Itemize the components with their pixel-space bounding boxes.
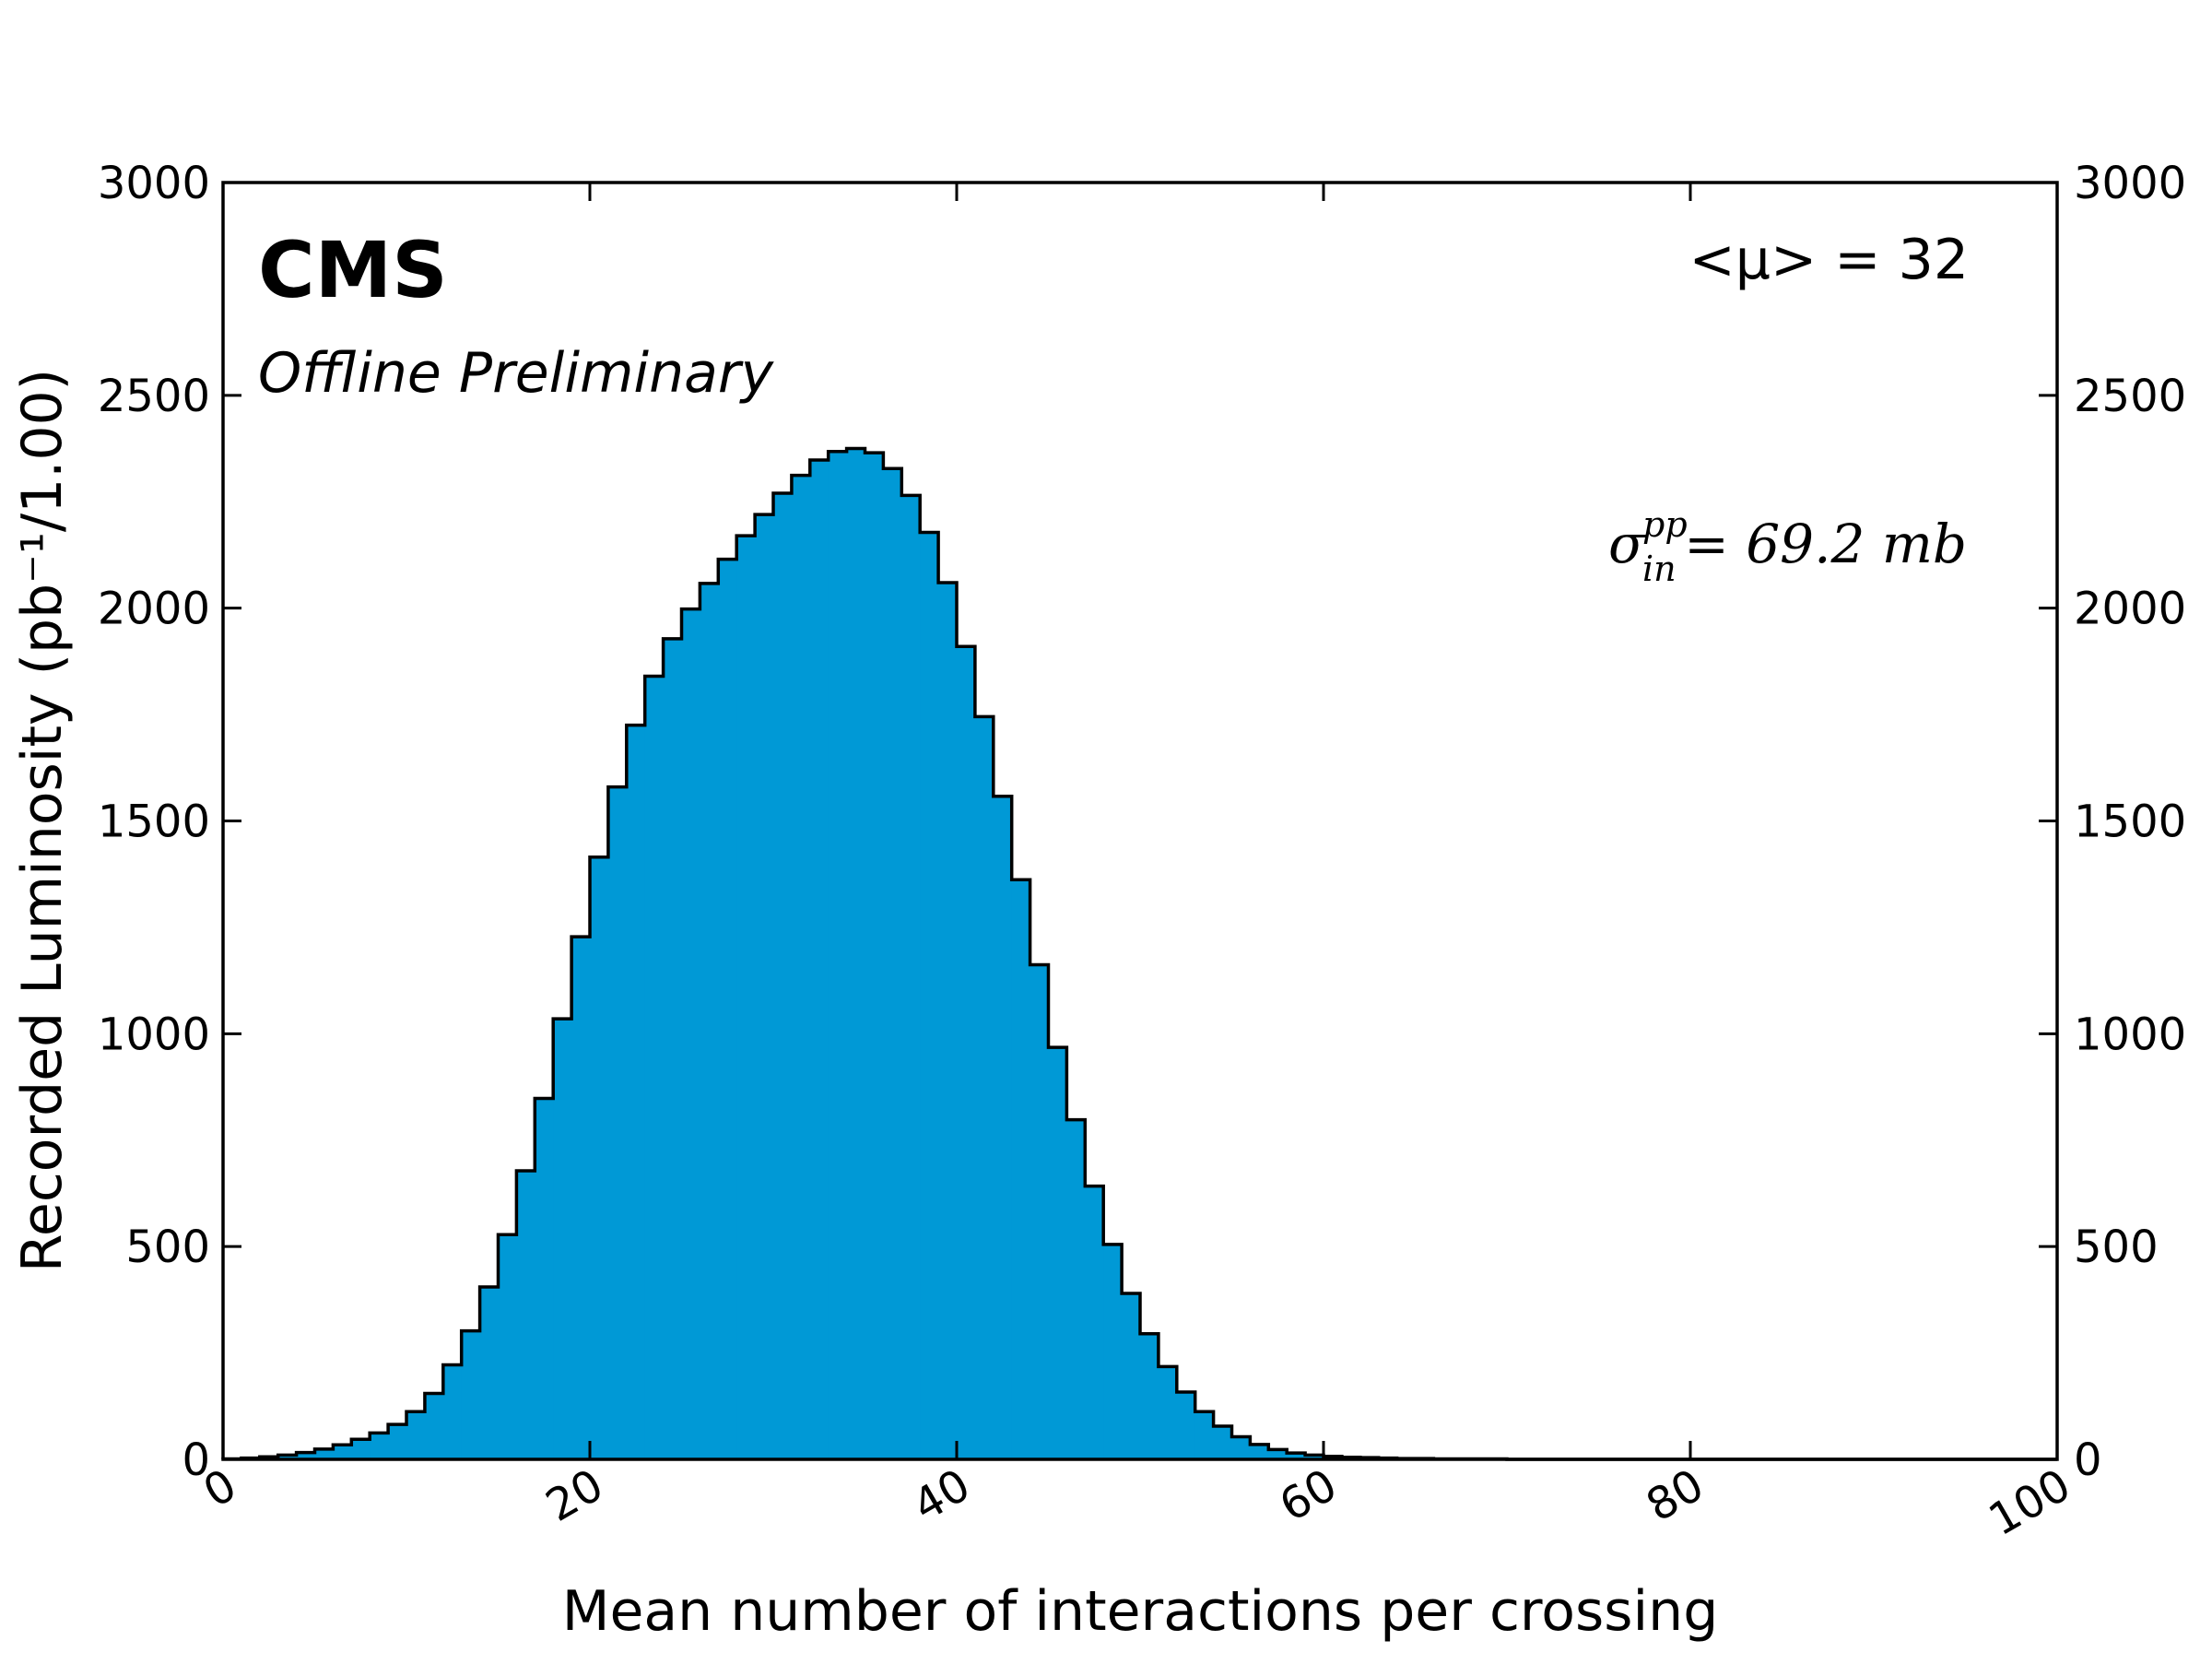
y-tick-label-left: 1500	[98, 797, 210, 848]
histogram-bar	[755, 514, 774, 1459]
histogram-bar	[1195, 1411, 1215, 1459]
histogram-bar	[975, 716, 994, 1459]
histogram-bar	[700, 584, 719, 1459]
histogram-bar	[773, 493, 793, 1459]
histogram-bar	[920, 532, 939, 1459]
histogram-bar	[590, 857, 609, 1459]
histogram-bar	[1232, 1437, 1252, 1459]
histogram-bar	[792, 476, 811, 1459]
histogram-bar	[1085, 1186, 1104, 1459]
histogram-bar	[1159, 1366, 1178, 1459]
histogram-bar	[847, 449, 866, 1459]
histogram-bar	[516, 1171, 535, 1459]
histogram-bar	[736, 536, 756, 1459]
y-axis-title: Recorded Luminosity (pb⁻¹/1.00)	[10, 369, 75, 1272]
histogram-bar	[938, 583, 958, 1459]
y-tick-label-right: 1000	[2074, 1009, 2186, 1060]
histogram-bar	[535, 1099, 554, 1459]
xsec-subscript: in	[1642, 549, 1677, 589]
histogram-bar	[829, 452, 848, 1459]
x-tick-label: 80	[1638, 1459, 1712, 1532]
histogram-bar	[1250, 1445, 1269, 1459]
histogram-bar	[1122, 1293, 1141, 1459]
histogram-bar	[957, 646, 976, 1459]
histogram-bar	[718, 560, 737, 1459]
histogram-bars	[223, 449, 1508, 1459]
histogram-bar	[1066, 1120, 1086, 1459]
histogram-bar	[865, 453, 885, 1459]
histogram-bar	[443, 1365, 463, 1459]
y-tick-label-right: 1500	[2074, 797, 2186, 848]
x-tick-label: 20	[537, 1459, 612, 1532]
histogram-bar	[462, 1331, 481, 1459]
x-axis-title: Mean number of interactions per crossing	[562, 1579, 1719, 1644]
experiment-label: CMS	[258, 225, 448, 315]
y-tick-label-left: 3000	[98, 158, 210, 209]
x-tick-label: 40	[904, 1459, 979, 1532]
histogram-bar	[571, 937, 591, 1459]
histogram-bar	[388, 1424, 407, 1459]
histogram-bar	[994, 797, 1013, 1459]
histogram-bar	[1049, 1047, 1068, 1459]
histogram-bar	[425, 1393, 444, 1459]
y-tick-label-left: 0	[182, 1434, 210, 1486]
histogram-bar	[645, 677, 665, 1459]
y-tick-label-left: 500	[125, 1221, 210, 1273]
y-tick-label-left: 2000	[98, 584, 210, 635]
x-tick-label: 60	[1271, 1459, 1346, 1532]
xsec-superscript: pp	[1642, 504, 1688, 545]
histogram-bar	[682, 609, 701, 1459]
y-tick-label-right: 3000	[2074, 158, 2186, 209]
xsec-symbol: σ	[1608, 513, 1646, 575]
y-tick-label-right: 0	[2074, 1434, 2102, 1486]
histogram-bar	[901, 495, 921, 1459]
y-tick-label-left: 1000	[98, 1009, 210, 1060]
histogram-bar	[499, 1234, 518, 1459]
mean-annotation: <μ> = 32	[1689, 228, 1970, 292]
histogram-bar	[351, 1439, 371, 1459]
histogram-bar	[1177, 1392, 1196, 1459]
histogram-bar	[664, 639, 683, 1459]
y-tick-label-right: 2000	[2074, 584, 2186, 635]
y-tick-label-left: 2500	[98, 371, 210, 422]
y-tick-label-right: 500	[2074, 1221, 2159, 1273]
histogram-bar	[370, 1433, 389, 1459]
histogram-bar	[1214, 1426, 1233, 1459]
histogram-bar	[1030, 965, 1050, 1459]
y-tick-label-right: 2500	[2074, 371, 2186, 422]
status-label: Offline Preliminary	[258, 341, 775, 406]
histogram-bar	[406, 1411, 426, 1459]
histogram-bar	[333, 1445, 352, 1459]
xsec-value: = 69.2 mb	[1684, 513, 1967, 575]
histogram-bar	[608, 787, 628, 1459]
histogram-bar	[627, 726, 646, 1459]
x-tick-label: 100	[1981, 1459, 2079, 1546]
histogram-bar	[810, 460, 830, 1459]
histogram-bar	[553, 1019, 572, 1459]
histogram-bar	[1140, 1334, 1159, 1459]
histogram-bar	[1012, 879, 1031, 1459]
histogram-bar	[1103, 1245, 1123, 1459]
histogram-bar	[480, 1287, 500, 1459]
histogram-bar	[883, 468, 902, 1459]
cross-section-annotation: σ pp in = 69.2 mb	[1608, 504, 1967, 589]
